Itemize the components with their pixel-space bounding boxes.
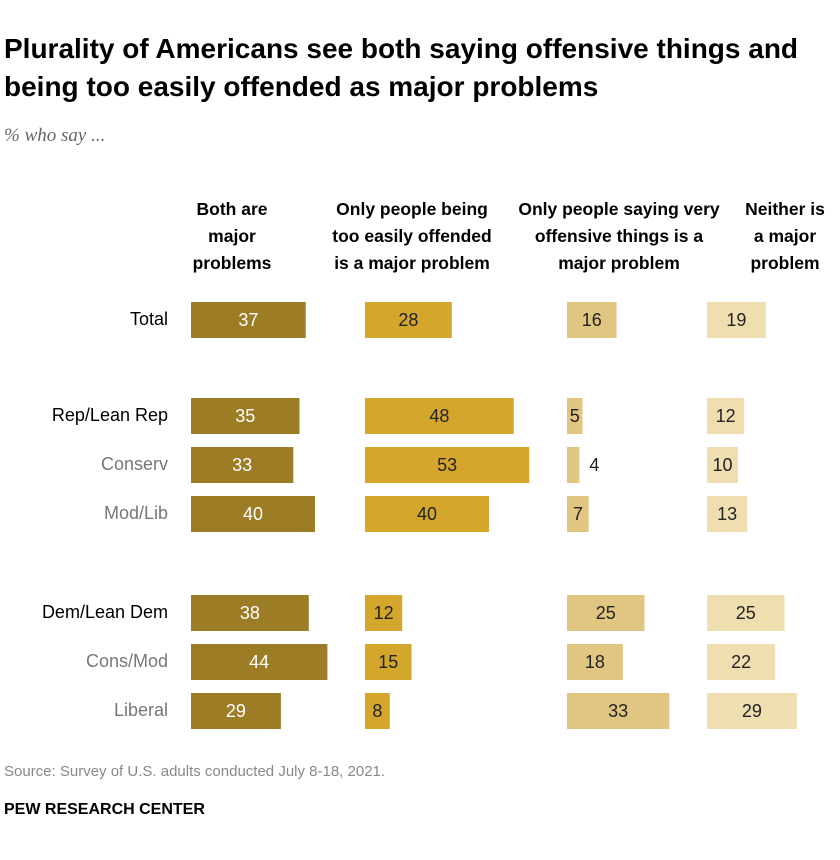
value-label: 15 — [378, 652, 398, 672]
legend-label: Neither is a major problem — [745, 199, 825, 273]
value-label: 29 — [226, 701, 246, 721]
bar — [365, 644, 412, 680]
value-label: 33 — [232, 455, 252, 475]
value-label: 22 — [731, 652, 751, 672]
value-label: 12 — [716, 406, 736, 426]
bar — [567, 693, 670, 729]
bar — [707, 302, 766, 338]
value-label: 13 — [717, 504, 737, 524]
category-label: Liberal — [114, 700, 168, 720]
bar — [365, 447, 530, 483]
subtitle: % who say ... — [4, 125, 106, 146]
legend-label: Only people saying very offensive things… — [518, 199, 720, 273]
value-label: 48 — [429, 406, 449, 426]
category-label: Dem/Lean Dem — [42, 602, 168, 622]
category-label: Mod/Lib — [104, 503, 168, 523]
value-label: 29 — [742, 701, 762, 721]
bar — [707, 693, 797, 729]
value-label: 40 — [243, 504, 263, 524]
bar — [707, 644, 776, 680]
value-label: 10 — [712, 455, 732, 475]
bar — [365, 595, 403, 631]
bar — [567, 302, 617, 338]
value-label: 53 — [437, 455, 457, 475]
bar — [191, 398, 300, 434]
value-label: 25 — [596, 603, 616, 623]
value-label: 19 — [726, 310, 746, 330]
value-label: 7 — [573, 504, 583, 524]
bar — [707, 398, 745, 434]
bar — [567, 644, 623, 680]
bar — [707, 447, 738, 483]
bar — [365, 693, 390, 729]
value-label: 25 — [736, 603, 756, 623]
category-label: Rep/Lean Rep — [52, 405, 168, 425]
bar — [191, 447, 294, 483]
bar — [567, 447, 580, 483]
value-label: 33 — [608, 701, 628, 721]
bar — [191, 693, 281, 729]
bar — [567, 398, 583, 434]
value-label: 35 — [235, 406, 255, 426]
bar — [191, 302, 306, 338]
bar — [365, 496, 489, 532]
bar — [191, 496, 315, 532]
bar — [707, 595, 785, 631]
value-label: 37 — [238, 310, 258, 330]
bar — [191, 595, 309, 631]
category-label: Total — [130, 309, 168, 329]
value-label: 38 — [240, 603, 260, 623]
bar — [707, 496, 748, 532]
source: Source: Survey of U.S. adults conducted … — [4, 763, 386, 780]
value-label: 44 — [249, 652, 269, 672]
bar — [365, 398, 514, 434]
value-label: 18 — [585, 652, 605, 672]
value-label: 16 — [582, 310, 602, 330]
bar — [567, 595, 645, 631]
value-label: 4 — [589, 455, 599, 475]
value-label: 40 — [417, 504, 437, 524]
value-label: 12 — [374, 603, 394, 623]
value-label: 8 — [372, 701, 382, 721]
legend-label: Both are major problems — [192, 199, 272, 273]
category-label: Cons/Mod — [86, 651, 168, 671]
value-label: 28 — [398, 310, 418, 330]
bar — [365, 302, 452, 338]
bar — [567, 496, 589, 532]
legend-label: Only people being too easily offended is… — [332, 199, 492, 273]
org-note: PEW RESEARCH CENTER — [4, 801, 205, 818]
chart-title: Plurality of Americans see both saying o… — [4, 33, 799, 102]
category-label: Conserv — [101, 454, 168, 474]
bar — [191, 644, 328, 680]
value-label: 5 — [570, 406, 580, 426]
